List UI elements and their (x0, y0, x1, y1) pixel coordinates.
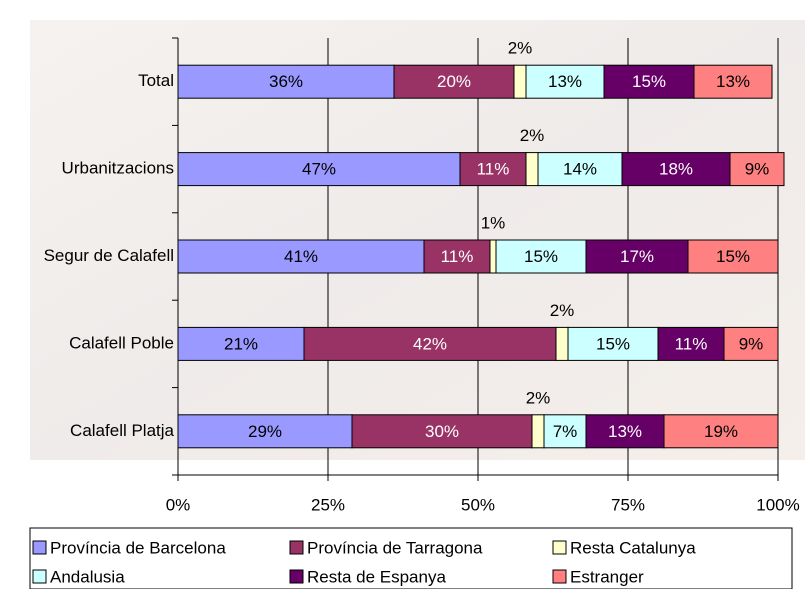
bar-segment (177, 152, 461, 187)
value-label: 21% (224, 334, 258, 353)
value-label: 13% (548, 72, 582, 91)
bar-segment (621, 152, 731, 187)
bar-segment (177, 414, 353, 449)
bar-segment (663, 414, 779, 449)
bar-segment (459, 152, 527, 187)
y-tick-label: Segur de Calafell (44, 246, 174, 265)
y-tick-label: Urbanitzacions (62, 159, 174, 178)
value-label: 15% (716, 247, 750, 266)
legend-label: Resta de Espanya (307, 567, 446, 586)
bar-segment (531, 414, 545, 449)
bar-segment (525, 64, 605, 99)
bar-segment (537, 152, 623, 187)
bar-segment (177, 326, 305, 361)
legend-label: Estranger (570, 567, 644, 586)
bar-segment (393, 64, 515, 99)
legend-label: Resta Catalunya (570, 538, 696, 557)
y-tick-label: Total (138, 71, 174, 90)
value-label: 15% (524, 247, 558, 266)
value-label: 42% (413, 334, 447, 353)
bar-segment (657, 326, 725, 361)
value-label: 30% (425, 422, 459, 441)
value-label: 19% (704, 422, 738, 441)
legend-label: Província de Barcelona (50, 538, 226, 557)
bar-segment (567, 326, 659, 361)
value-label: 18% (659, 160, 693, 179)
bar-segment (729, 152, 785, 187)
bar-segment (525, 152, 539, 187)
value-label: 2% (526, 388, 551, 407)
value-label: 36% (269, 72, 303, 91)
value-label: 1% (481, 213, 506, 232)
legend-swatch (552, 569, 567, 584)
value-label: 2% (550, 301, 575, 320)
value-label: 20% (437, 72, 471, 91)
value-label: 13% (716, 72, 750, 91)
bar-segment (177, 239, 425, 274)
bar-segment (543, 414, 587, 449)
x-tick-label: 100% (756, 495, 799, 514)
legend-swatch (289, 569, 304, 584)
bar-segment (693, 64, 773, 99)
value-label: 47% (302, 160, 336, 179)
legend-swatch (289, 540, 304, 555)
value-label: 13% (608, 422, 642, 441)
legend-swatch (552, 540, 567, 555)
legend-label: Província de Tarragona (307, 538, 483, 557)
y-tick-label: Calafell Platja (70, 421, 174, 440)
bar-segment (723, 326, 779, 361)
value-label: 2% (508, 39, 533, 58)
bar-segment (495, 239, 587, 274)
legend-swatch (32, 540, 47, 555)
y-tick-label: Calafell Poble (69, 333, 174, 352)
value-label: 41% (284, 247, 318, 266)
value-label: 11% (477, 160, 510, 179)
bar-segment (351, 414, 533, 449)
legend-box (29, 527, 793, 589)
bar-segment (489, 239, 497, 274)
value-label: 9% (739, 334, 764, 353)
legend-label: Andalusia (50, 567, 125, 586)
bar-segment (585, 414, 665, 449)
bar-segment (555, 326, 569, 361)
x-tick-label: 50% (461, 495, 495, 514)
value-label: 11% (675, 334, 708, 353)
value-label: 17% (620, 247, 654, 266)
bar-segment (585, 239, 689, 274)
x-tick-label: 75% (611, 495, 645, 514)
value-label: 2% (520, 126, 545, 145)
value-label: 29% (248, 422, 282, 441)
bar-segment (687, 239, 779, 274)
legend-swatch (32, 569, 47, 584)
bar-segment (513, 64, 527, 99)
bar-segment (177, 64, 395, 99)
x-tick-label: 25% (311, 495, 345, 514)
bar-segment (303, 326, 557, 361)
value-label: 9% (745, 160, 770, 179)
value-label: 14% (563, 160, 597, 179)
bar-segment (603, 64, 695, 99)
value-label: 15% (632, 72, 666, 91)
value-label: 11% (441, 247, 474, 266)
x-tick-label: 0% (166, 495, 191, 514)
bar-segment (423, 239, 491, 274)
value-label: 15% (596, 334, 630, 353)
value-label: 7% (553, 422, 578, 441)
